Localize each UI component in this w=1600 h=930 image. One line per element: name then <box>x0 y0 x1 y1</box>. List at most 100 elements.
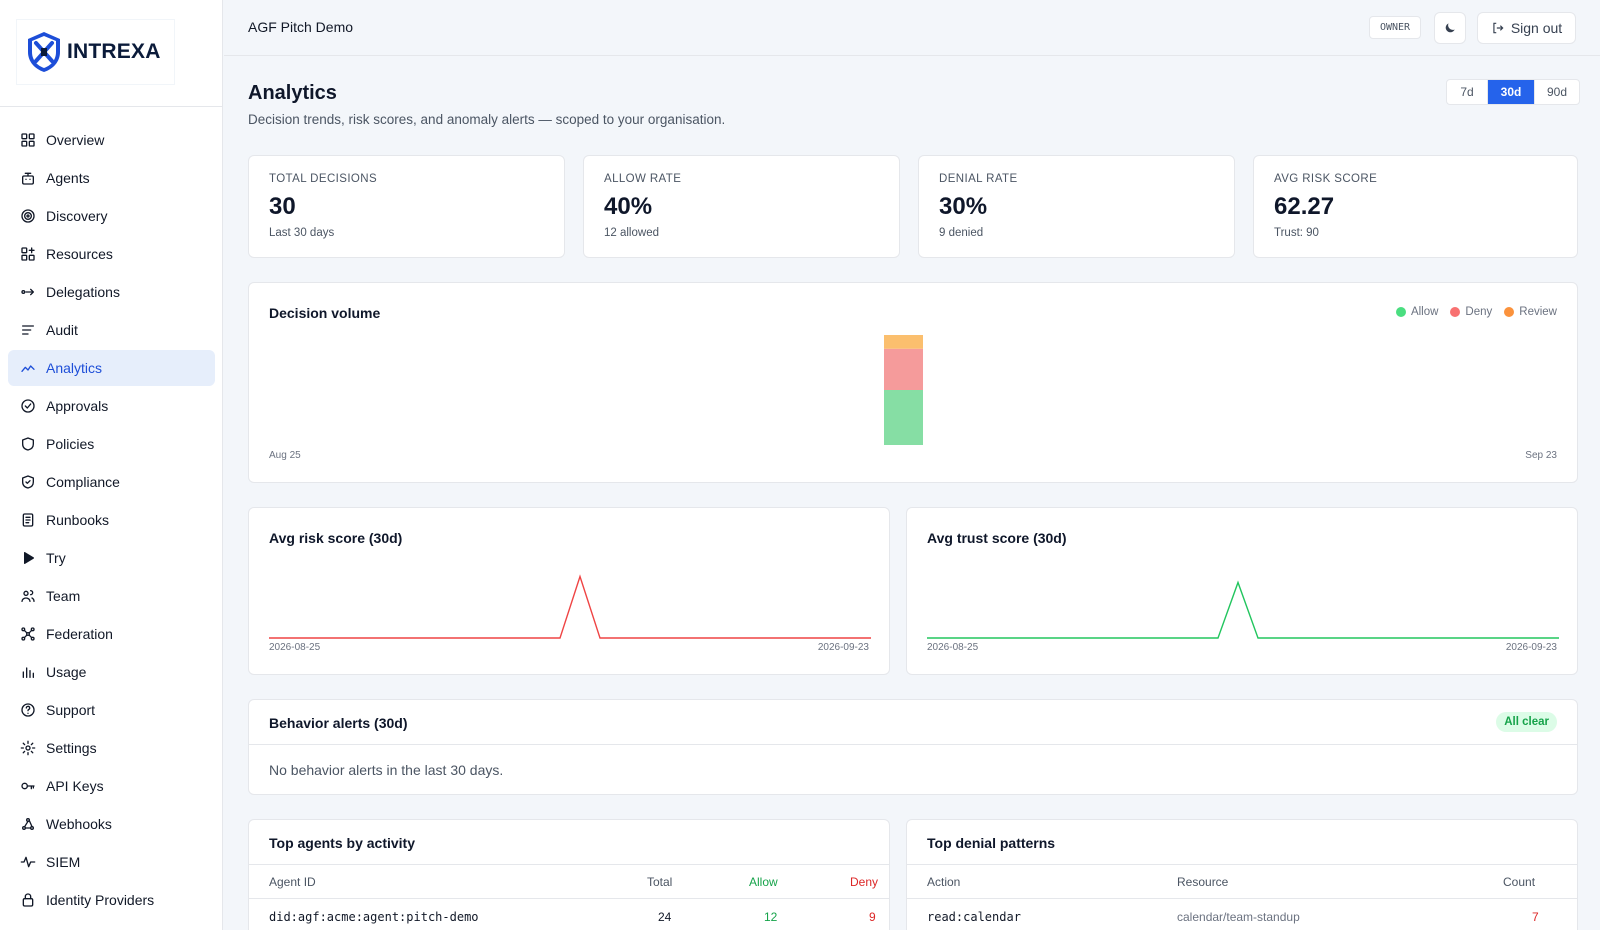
bar-segment-deny[interactable] <box>884 348 923 390</box>
sidebar-item-label: Delegations <box>46 284 120 300</box>
column-header-count[interactable]: Count <box>1503 875 1536 889</box>
grid-icon <box>20 132 36 148</box>
kpi-sub: 9 denied <box>939 227 984 239</box>
sidebar-item-label: Runbooks <box>46 512 110 528</box>
column-header-agent-id[interactable]: Agent ID <box>269 875 316 889</box>
status-badge: All clear <box>1496 712 1557 732</box>
trust-score-card: Avg trust score (30d) 2026-08-25 2026-09… <box>906 507 1578 675</box>
sidebar-item-label: Audit <box>46 322 78 338</box>
sidebar-item-agents[interactable]: Agents <box>8 160 215 196</box>
kpi-card-total-decisions: Total decisions 30 Last 30 days <box>248 155 565 258</box>
column-header-resource[interactable]: Resource <box>1177 875 1229 889</box>
theme-toggle-button[interactable] <box>1434 12 1466 44</box>
sidebar-item-label: Discovery <box>46 208 108 224</box>
x-axis-end-label: Sep 23 <box>1525 450 1557 461</box>
sidebar-item-label: Approvals <box>46 398 109 414</box>
sidebar-item-label: Federation <box>46 626 113 642</box>
sidebar-item-siem[interactable]: SIEM <box>8 844 215 880</box>
sidebar-item-team[interactable]: Team <box>8 578 215 614</box>
legend-label: Deny <box>1465 306 1493 318</box>
range-7d-button[interactable]: 7d <box>1460 85 1474 99</box>
total-cell: 24 <box>658 910 672 924</box>
sidebar-nav: Overview Agents Discovery Resources Delegati… <box>8 122 215 920</box>
column-header-total[interactable]: Total <box>647 875 673 889</box>
shield-check-icon <box>20 474 36 490</box>
column-header-allow[interactable]: Allow <box>749 875 778 889</box>
page-title: Analytics <box>248 82 337 104</box>
sidebar-item-settings[interactable]: Settings <box>8 730 215 766</box>
bot-icon <box>20 170 36 186</box>
sidebar-item-audit[interactable]: Audit <box>8 312 215 348</box>
denial-patterns-card: Top denial patterns Action Resource Coun… <box>906 819 1578 930</box>
org-name: AGF Pitch Demo <box>248 19 354 35</box>
range-90d-button[interactable]: 90d <box>1534 80 1579 104</box>
help-icon <box>20 702 36 718</box>
lock-icon <box>20 892 36 908</box>
sidebar-divider <box>0 106 223 107</box>
card-divider <box>249 898 889 899</box>
sidebar-item-approvals[interactable]: Approvals <box>8 388 215 424</box>
decision-volume-card: Decision volume Allow Deny Review Aug 25… <box>248 282 1578 483</box>
chart-legend: Allow Deny Review <box>1395 306 1557 318</box>
x-axis-start-label: 2026-08-25 <box>269 642 321 653</box>
card-divider <box>249 744 1577 745</box>
sidebar-item-label: Compliance <box>46 474 120 490</box>
sidebar-item-policies[interactable]: Policies <box>8 426 215 462</box>
denial-patterns-title: Top denial patterns <box>927 835 1056 851</box>
bar-segment-review[interactable] <box>884 335 923 349</box>
column-header-action[interactable]: Action <box>927 875 961 889</box>
behavior-alerts-title: Behavior alerts (30d) <box>269 715 408 731</box>
sidebar-item-label: SIEM <box>46 854 81 870</box>
sidebar-item-label: Team <box>46 588 81 604</box>
sidebar-item-compliance[interactable]: Compliance <box>8 464 215 500</box>
decision-volume-chart <box>884 335 923 445</box>
sidebar-item-support[interactable]: Support <box>8 692 215 728</box>
sign-out-button[interactable]: Sign out <box>1477 12 1576 44</box>
sidebar-item-label: Policies <box>46 436 95 452</box>
sidebar-item-overview[interactable]: Overview <box>8 122 215 158</box>
sidebar-item-webhooks[interactable]: Webhooks <box>8 806 215 842</box>
legend-dot <box>1395 307 1406 317</box>
legend-allow: Allow <box>1395 306 1438 318</box>
users-icon <box>20 588 36 604</box>
kpi-value: 30% <box>939 193 988 220</box>
pulse-icon <box>20 854 36 870</box>
kpi-value: 40% <box>604 193 653 220</box>
empty-alerts-message: No behavior alerts in the last 30 days. <box>269 762 504 778</box>
count-cell: 7 <box>1532 910 1539 924</box>
bar-segment-allow[interactable] <box>884 390 923 445</box>
sidebar-item-resources[interactable]: Resources <box>8 236 215 272</box>
sidebar-item-runbooks[interactable]: Runbooks <box>8 502 215 538</box>
sidebar-item-federation[interactable]: Federation <box>8 616 215 652</box>
kpi-value: 62.27 <box>1274 193 1335 220</box>
legend-deny: Deny <box>1450 306 1492 318</box>
topbar: AGF Pitch Demo OWNER Sign out <box>224 0 1600 56</box>
brand-name: INTREXA <box>67 40 161 63</box>
kpi-sub: Trust: 90 <box>1274 227 1319 239</box>
kpi-value: 30 <box>269 193 296 220</box>
sidebar-item-discovery[interactable]: Discovery <box>8 198 215 234</box>
sidebar-item-delegations[interactable]: Delegations <box>8 274 215 310</box>
shield-icon <box>20 436 36 452</box>
brand-logo[interactable]: INTREXA <box>16 19 175 85</box>
sidebar-item-usage[interactable]: Usage <box>8 654 215 690</box>
book-icon <box>20 512 36 528</box>
agent-id-cell[interactable]: did:agf:acme:agent:pitch-demo <box>269 910 479 924</box>
sidebar-item-api-keys[interactable]: API Keys <box>8 768 215 804</box>
legend-label: Review <box>1519 306 1557 318</box>
sidebar-item-analytics[interactable]: Analytics <box>8 350 215 386</box>
column-header-deny[interactable]: Deny <box>850 875 879 889</box>
range-selector: 7d 30d 90d <box>1446 79 1580 105</box>
sign-out-label: Sign out <box>1510 20 1563 36</box>
sidebar-item-identity-providers[interactable]: Identity Providers <box>8 882 215 918</box>
sidebar-item-label: Usage <box>46 664 87 680</box>
kpi-label: Allow rate <box>604 173 682 185</box>
range-30d-button[interactable]: 30d <box>1487 80 1534 104</box>
kpi-sub: 12 allowed <box>604 227 659 239</box>
intrexa-logo-icon <box>28 32 60 72</box>
moon-icon <box>1445 23 1455 33</box>
series-line <box>927 580 1559 639</box>
sidebar-item-try[interactable]: Try <box>8 540 215 576</box>
resource-cell: calendar/team-standup <box>1177 910 1300 924</box>
risk-score-chart <box>269 574 871 639</box>
